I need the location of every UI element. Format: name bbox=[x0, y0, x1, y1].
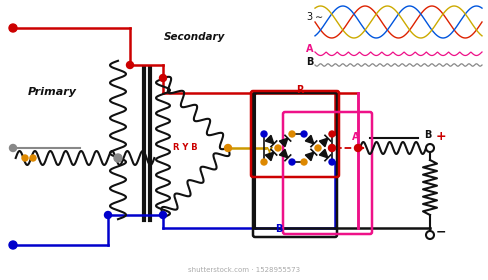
Polygon shape bbox=[319, 138, 327, 147]
Polygon shape bbox=[305, 152, 313, 161]
Circle shape bbox=[288, 159, 294, 165]
Circle shape bbox=[328, 131, 334, 137]
Circle shape bbox=[30, 155, 36, 161]
Circle shape bbox=[224, 144, 231, 151]
Polygon shape bbox=[319, 149, 327, 158]
Text: shutterstock.com · 1528955573: shutterstock.com · 1528955573 bbox=[187, 267, 300, 273]
Circle shape bbox=[159, 211, 166, 218]
Text: 3$\sim$: 3$\sim$ bbox=[305, 10, 323, 22]
Circle shape bbox=[314, 145, 320, 151]
Text: −: − bbox=[435, 225, 446, 238]
Text: R: R bbox=[295, 85, 303, 95]
Text: +: + bbox=[435, 130, 446, 143]
Text: Primary: Primary bbox=[27, 87, 76, 97]
Text: A: A bbox=[305, 44, 313, 54]
Polygon shape bbox=[279, 149, 287, 158]
Circle shape bbox=[425, 231, 433, 239]
Text: A: A bbox=[351, 132, 359, 142]
Circle shape bbox=[301, 131, 306, 137]
Circle shape bbox=[261, 131, 266, 137]
Circle shape bbox=[261, 159, 266, 165]
Circle shape bbox=[9, 24, 17, 32]
Text: Secondary: Secondary bbox=[164, 32, 225, 42]
Circle shape bbox=[328, 144, 335, 151]
Polygon shape bbox=[265, 152, 273, 161]
Text: Y: Y bbox=[264, 147, 271, 157]
Circle shape bbox=[159, 74, 166, 81]
Circle shape bbox=[9, 241, 17, 249]
Circle shape bbox=[288, 131, 294, 137]
Circle shape bbox=[114, 154, 122, 162]
Circle shape bbox=[274, 145, 281, 151]
Circle shape bbox=[354, 144, 361, 151]
Circle shape bbox=[328, 159, 334, 165]
Polygon shape bbox=[265, 135, 273, 144]
Circle shape bbox=[104, 211, 111, 218]
Text: B: B bbox=[305, 57, 313, 67]
Circle shape bbox=[22, 155, 28, 161]
Text: R Y B: R Y B bbox=[172, 143, 197, 153]
Polygon shape bbox=[305, 135, 313, 144]
Circle shape bbox=[126, 62, 133, 69]
Text: B: B bbox=[274, 224, 282, 234]
Circle shape bbox=[9, 144, 17, 151]
Polygon shape bbox=[279, 138, 287, 147]
Circle shape bbox=[301, 159, 306, 165]
Text: B: B bbox=[423, 130, 430, 140]
Circle shape bbox=[425, 144, 433, 152]
